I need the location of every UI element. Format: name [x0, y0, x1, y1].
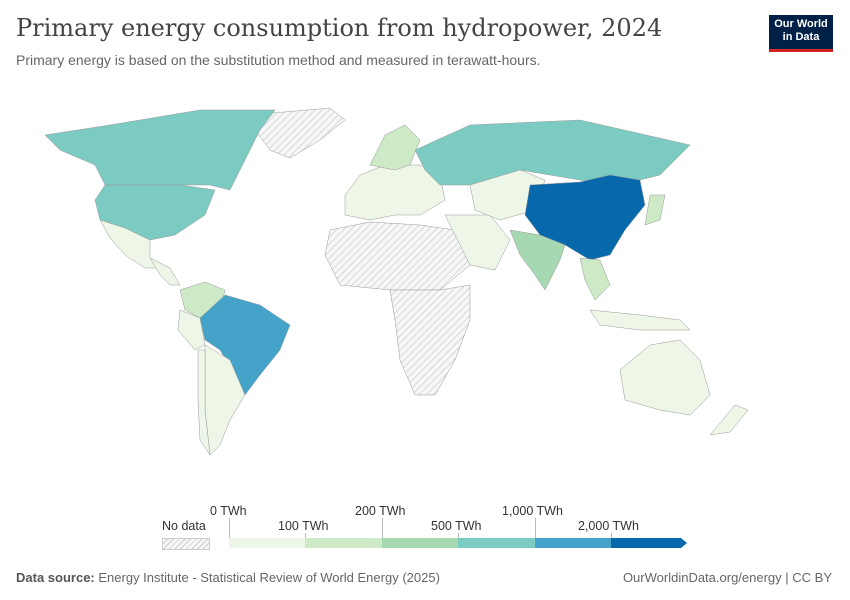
region-peru[interactable] — [177, 309, 206, 351]
legend-label-2000: 2,000 TWh — [578, 519, 639, 533]
legend-bin-1000-2000 — [535, 538, 612, 548]
region-southeast-asia[interactable] — [579, 257, 611, 301]
region-usa[interactable] — [94, 184, 216, 241]
region-new-zealand[interactable] — [709, 404, 749, 436]
region-indonesia[interactable] — [589, 309, 691, 331]
region-china[interactable] — [524, 174, 646, 261]
legend-label-1000: 1,000 TWh — [502, 504, 563, 518]
legend-bin-0-100 — [229, 538, 306, 548]
logo-line1: Our World — [774, 18, 828, 30]
chart-subtitle: Primary energy is based on the substitut… — [16, 52, 541, 68]
region-north-africa[interactable] — [324, 221, 471, 291]
chart-title: Primary energy consumption from hydropow… — [16, 14, 663, 42]
region-japan[interactable] — [644, 194, 666, 226]
legend-label-0: 0 TWh — [210, 504, 247, 518]
region-chile[interactable] — [197, 349, 211, 456]
region-central-america[interactable] — [149, 257, 181, 286]
region-brazil[interactable] — [199, 294, 291, 396]
logo-line2: in Data — [782, 31, 820, 43]
legend-bin-2000-plus — [611, 538, 681, 548]
region-europe[interactable] — [344, 164, 446, 221]
footer-link[interactable]: OurWorldinData.org/energy | CC BY — [622, 570, 832, 585]
footer-source: Data source: Energy Institute - Statisti… — [16, 570, 440, 585]
legend-label-500: 500 TWh — [431, 519, 482, 533]
legend-no-data-label: No data — [162, 519, 206, 533]
legend-label-100: 100 TWh — [278, 519, 329, 533]
source-text[interactable]: Energy Institute - Statistical Review of… — [98, 570, 440, 585]
legend-no-data-swatch — [162, 538, 210, 550]
owid-logo[interactable]: Our World in Data — [769, 15, 833, 52]
world-map — [44, 107, 749, 456]
region-scandinavia[interactable] — [369, 124, 421, 171]
legend-arrow-icon — [681, 538, 687, 548]
region-sub-saharan-africa[interactable] — [389, 284, 471, 396]
region-russia[interactable] — [414, 119, 691, 186]
legend-label-200: 200 TWh — [355, 504, 406, 518]
region-canada[interactable] — [44, 109, 276, 191]
source-label: Data source: — [16, 570, 95, 585]
legend-bin-500-1000 — [458, 538, 536, 548]
legend-bin-200-500 — [382, 538, 459, 548]
region-india[interactable] — [509, 229, 566, 291]
legend-bin-100-200 — [305, 538, 383, 548]
region-australia[interactable] — [619, 339, 711, 416]
